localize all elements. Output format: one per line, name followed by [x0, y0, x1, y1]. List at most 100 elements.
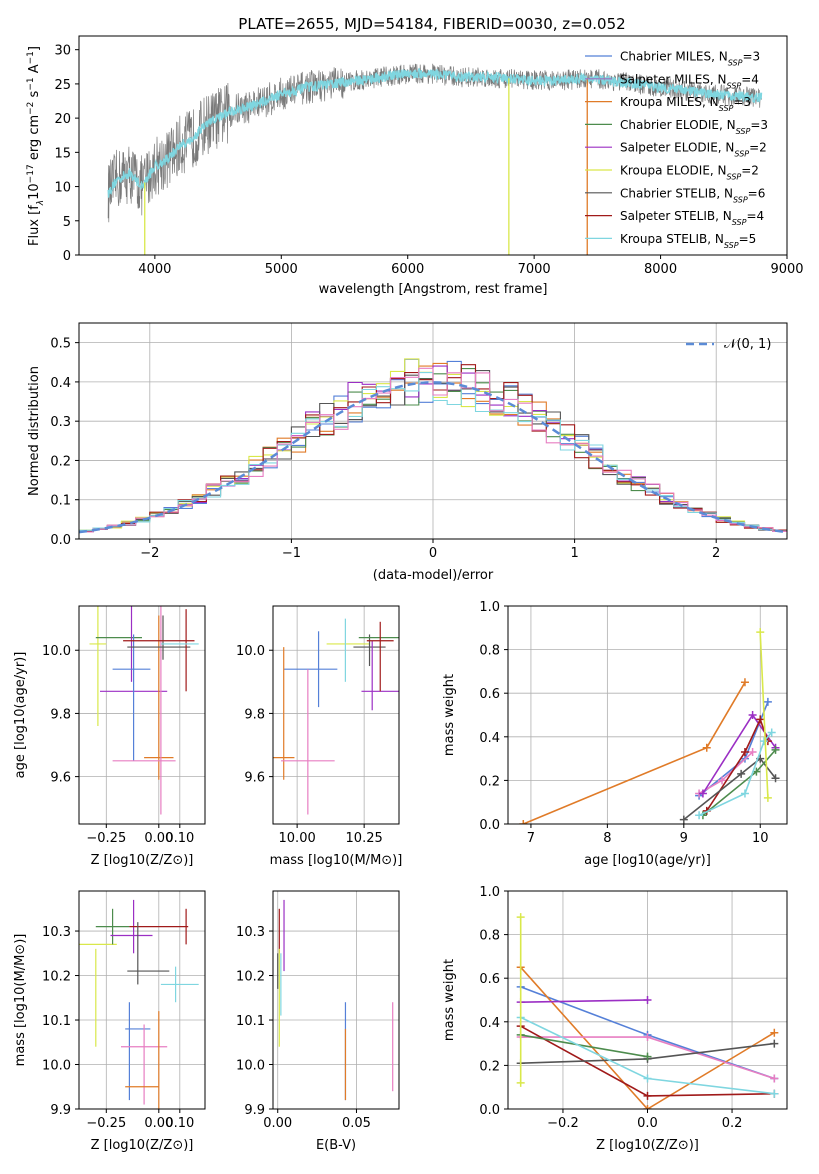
weight-marker: [756, 628, 765, 637]
y-tick-label: 0.0: [50, 533, 71, 548]
ylabel-part: erg cm: [27, 115, 42, 164]
x-tick-label: 8: [603, 831, 611, 846]
x-axis-label: Z [log10(Z/Z⊙)]: [91, 853, 194, 868]
y-tick-label: 9.8: [50, 707, 71, 722]
weight-marker: [763, 697, 772, 706]
x-tick-label: 10.00: [279, 831, 316, 846]
legend-subscript: SSP: [728, 58, 743, 67]
weight-vs-age-panel: 7 8 9 10 0.0 0.2 0.4 0.6 0.8 1.0 age [log10(age/yr…: [442, 600, 788, 868]
weight-marker: [770, 1028, 779, 1037]
weight-marker: [519, 820, 528, 824]
x-tick-label: 0.00: [263, 1116, 292, 1131]
weight-marker: [643, 1033, 652, 1042]
legend-suffix: =2: [749, 141, 767, 155]
y-tick-label: 9.6: [244, 771, 265, 786]
y-tick-label: 9.9: [244, 1103, 265, 1118]
y-tick-label: 0.4: [479, 731, 500, 746]
x-tick-label: 0.10: [165, 831, 194, 846]
weight-marker: [770, 1039, 779, 1048]
y-tick-label: 20: [54, 112, 71, 127]
y-tick-label: 0.0: [479, 818, 500, 833]
y-tick-label: 0.6: [479, 687, 500, 702]
residuals-xlabel: (data-model)/error: [373, 568, 494, 583]
legend-text: Kroupa STELIB, N: [620, 232, 724, 246]
y-tick-label: 0.4: [50, 376, 71, 391]
x-tick-label: 5000: [265, 262, 298, 277]
y-tick-label: 0.4: [479, 1016, 500, 1031]
ylabel-part: A: [27, 64, 42, 77]
x-tick-label: 1: [570, 546, 578, 561]
model-spectrum-line: [107, 67, 763, 198]
legend-text: Salpeter MILES, N: [620, 72, 727, 86]
y-axis-label: mass weight: [442, 674, 457, 756]
plot-area: [277, 899, 394, 1101]
spectrum-series: [107, 63, 763, 255]
ylabel-part: 10: [27, 183, 42, 200]
legend-suffix: =3: [733, 95, 751, 109]
y-tick-label: 0.8: [479, 644, 500, 659]
weight-series-line: [520, 1034, 648, 1058]
ylabel-part: s: [27, 90, 42, 101]
y-tick-label: 0.2: [479, 1059, 500, 1074]
y-tick-label: 10.0: [42, 644, 71, 659]
spectrum-axes-frame: [78, 35, 788, 256]
weight-marker: [756, 715, 765, 724]
x-tick-label: 0.0: [637, 1116, 658, 1131]
y-tick-label: 10.0: [42, 1059, 71, 1074]
legend-text: Salpeter STELIB, N: [620, 209, 732, 223]
legend-text: Chabrier ELODIE, N: [620, 118, 736, 132]
legend-text: Chabrier STELIB, N: [620, 186, 733, 200]
legend-suffix: =6: [748, 186, 766, 200]
y-tick-label: 0: [63, 249, 71, 264]
ylabel-part: λ: [36, 200, 46, 206]
spectrum-panel: PLATE=2655, MJD=54184, FIBERID=0030, z=0…: [26, 15, 804, 297]
weight-marker: [767, 728, 776, 737]
y-tick-label: 10.3: [42, 925, 71, 940]
x-axis-label: mass [log10(M/M⊙)]: [270, 853, 403, 868]
weight-marker: [740, 748, 749, 757]
spectrum-ylabel: Flux [fλ10−17 erg cm−2 s−1 A−1]: [26, 46, 46, 246]
legend-suffix: =3: [742, 50, 760, 64]
y-tick-label: 0.3: [50, 415, 71, 430]
x-axis-label: age [log10(age/yr)]: [584, 853, 711, 868]
legend-subscript: SSP: [724, 240, 739, 249]
x-tick-label: 0.00: [144, 831, 173, 846]
y-tick-label: 9.9: [50, 1103, 71, 1118]
residual-histograms: [79, 358, 787, 533]
normal-reference-curve: [78, 381, 788, 534]
legend-text: Chabrier MILES, N: [620, 50, 728, 64]
legend-suffix: =4: [746, 209, 764, 223]
mass-vs-Z-panel: −0.25 0.000.10 9.9 10.0 10.1 10.2 10.3 Z [log10…: [13, 890, 206, 1153]
legend-text: Kroupa MILES, N: [620, 95, 719, 109]
legend-suffix: =5: [739, 232, 757, 246]
weight-series-line: [683, 757, 777, 821]
x-tick-label: 9: [680, 831, 688, 846]
weight-marker: [643, 1091, 652, 1100]
y-tick-label: 1.0: [479, 885, 500, 900]
ylabel-part: −1: [26, 77, 36, 90]
weight-marker: [516, 913, 525, 922]
x-tick-label: 0.00: [144, 1116, 173, 1131]
x-tick-label: 0.10: [165, 1116, 194, 1131]
x-tick-label: 0.2: [722, 1116, 743, 1131]
legend-subscript: SSP: [736, 126, 751, 135]
residuals-legend: 𝒩(0, 1): [686, 337, 771, 352]
x-tick-label: 0.05: [342, 1116, 371, 1131]
x-tick-label: 8000: [644, 262, 677, 277]
weight-marker: [718, 776, 727, 785]
y-tick-label: 5: [63, 215, 71, 230]
y-tick-label: 10.2: [236, 970, 265, 985]
axes-frame: [78, 890, 206, 1110]
weight-marker: [763, 793, 772, 802]
legend-subscript: SSP: [734, 149, 749, 158]
x-tick-label: 10: [752, 831, 769, 846]
legend-normal-label: 𝒩(0, 1): [724, 337, 771, 352]
axes-frame: [272, 890, 400, 1110]
weight-series-line: [520, 966, 775, 1109]
weight-marker: [643, 996, 652, 1004]
weight-marker: [770, 1089, 779, 1098]
x-axis-label: Z [log10(Z/Z⊙)]: [596, 1138, 699, 1153]
x-tick-label: −0.2: [547, 1116, 579, 1131]
y-tick-label: 1.0: [479, 600, 500, 615]
